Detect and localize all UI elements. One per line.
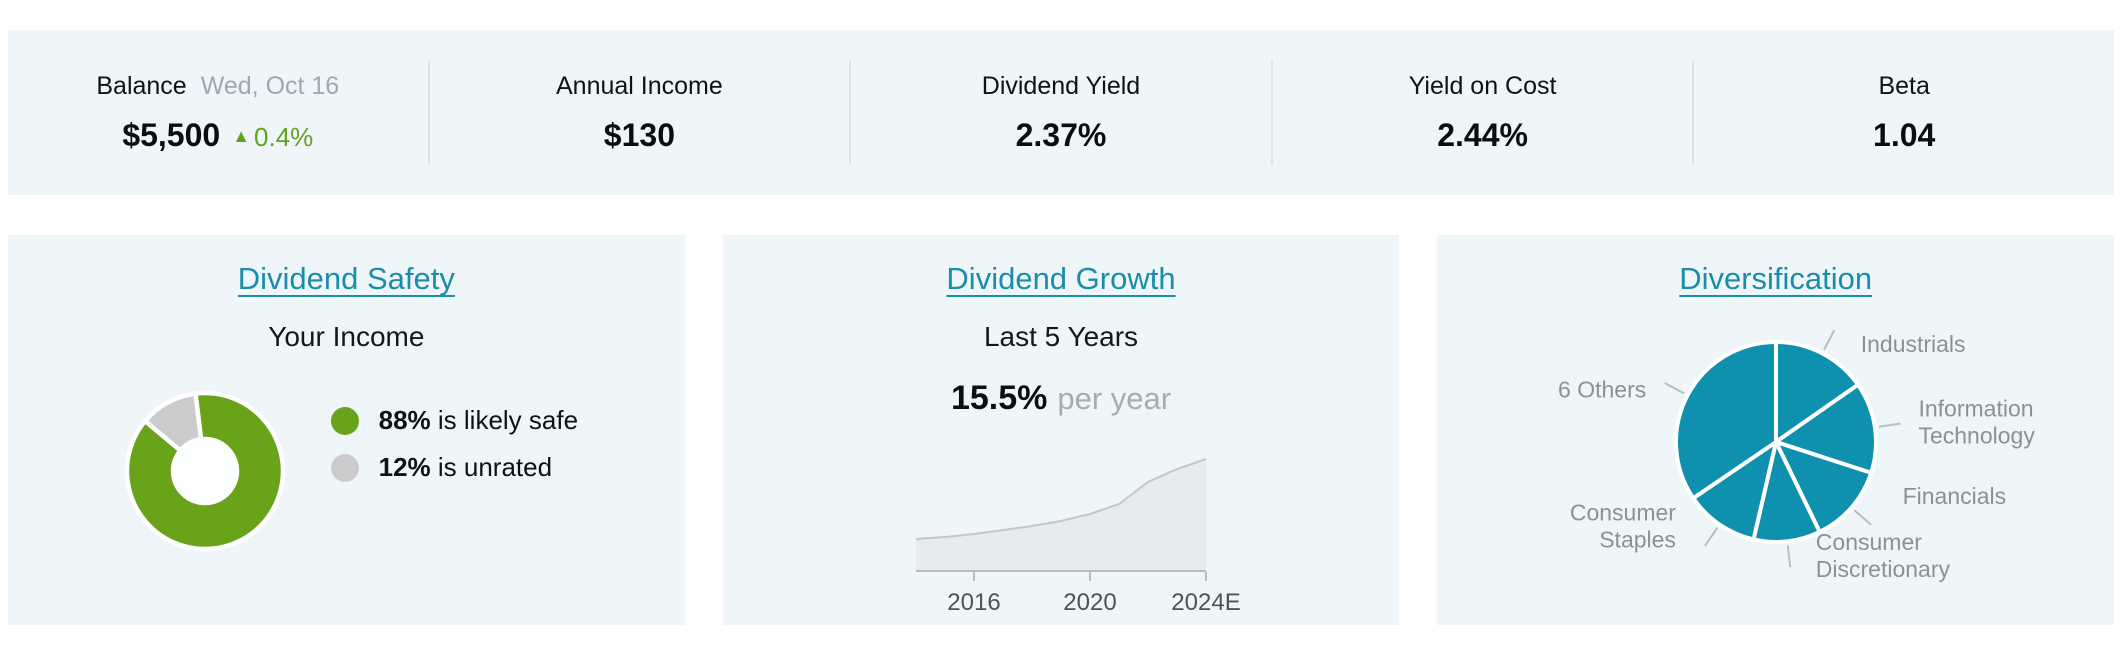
svg-text:2024E: 2024E bbox=[1171, 589, 1240, 616]
growth-rate-value: 15.5% bbox=[950, 379, 1048, 417]
diversification-card: Diversification Industrials Information Te… bbox=[1437, 235, 2115, 625]
cards-row: Dividend Safety Your Income 88% is likel… bbox=[8, 235, 2115, 625]
dividend-yield-value: 2.37% bbox=[1015, 116, 1107, 153]
safe-text: is likely safe bbox=[437, 405, 579, 435]
unrated-pct: 12% bbox=[378, 452, 431, 482]
legend-item-safe: 88% is likely safe bbox=[330, 405, 579, 436]
balance-change: 0.4% bbox=[254, 121, 314, 152]
safety-legend: 88% is likely safe 12% is unrated bbox=[330, 405, 579, 499]
dividend-safety-card: Dividend Safety Your Income 88% is likel… bbox=[8, 235, 685, 625]
balance-label: Balance bbox=[96, 71, 187, 100]
balance-value: $5,500 bbox=[122, 116, 221, 153]
stats-divider bbox=[427, 60, 430, 165]
stats-divider bbox=[849, 60, 852, 165]
dividend-growth-link[interactable]: Dividend Growth bbox=[946, 261, 1176, 296]
annual-income-label: Annual Income bbox=[556, 71, 723, 100]
income-safety-donut-chart bbox=[124, 390, 285, 552]
safe-legend-dot-icon bbox=[330, 406, 359, 435]
unrated-text: is unrated bbox=[437, 452, 553, 482]
beta-label: Beta bbox=[1878, 71, 1930, 100]
stat-dividend-yield: Dividend Yield 2.37% bbox=[851, 72, 1271, 154]
growth-rate-suffix: per year bbox=[1057, 381, 1172, 416]
svg-text:Industrials: Industrials bbox=[1860, 331, 1965, 357]
yield-on-cost-label: Yield on Cost bbox=[1408, 71, 1557, 100]
dividend-growth-card: Dividend Growth Last 5 Years 15.5% per ye… bbox=[722, 235, 1400, 625]
stats-bar: Balance Wed, Oct 16 $5,500 ▲ 0.4% Annual In… bbox=[8, 30, 2114, 195]
annual-income-value: $130 bbox=[603, 116, 675, 153]
dividend-safety-link[interactable]: Dividend Safety bbox=[237, 261, 455, 296]
diversification-link[interactable]: Diversification bbox=[1679, 261, 1873, 296]
safe-pct: 88% bbox=[378, 405, 431, 435]
dividend-growth-area-chart: 2016 2020 2024E bbox=[915, 458, 1241, 616]
svg-text:6 Others: 6 Others bbox=[1558, 376, 1646, 402]
growth-subtitle: Last 5 Years bbox=[983, 321, 1139, 352]
stats-divider bbox=[1692, 60, 1695, 165]
sector-diversification-pie-chart: Industrials Information Technology Financia… bbox=[1558, 329, 2035, 582]
portfolio-dashboard: Balance Wed, Oct 16 $5,500 ▲ 0.4% Annual In… bbox=[0, 30, 2122, 625]
dividend-yield-label: Dividend Yield bbox=[981, 71, 1141, 100]
stat-yield-on-cost: Yield on Cost 2.44% bbox=[1273, 72, 1693, 154]
safety-subtitle: Your Income bbox=[268, 321, 425, 352]
balance-date: Wed, Oct 16 bbox=[200, 71, 340, 100]
yield-on-cost-value: 2.44% bbox=[1437, 116, 1528, 153]
svg-text:2016: 2016 bbox=[947, 589, 1000, 616]
unrated-legend-dot-icon bbox=[330, 453, 359, 482]
stats-divider bbox=[1270, 60, 1273, 165]
svg-text:2020: 2020 bbox=[1063, 589, 1116, 616]
stat-beta: Beta 1.04 bbox=[1694, 72, 2114, 154]
legend-item-unrated: 12% is unrated bbox=[330, 452, 578, 483]
stat-annual-income: Annual Income $130 bbox=[430, 72, 850, 154]
svg-text:Financials: Financials bbox=[1902, 483, 2006, 509]
stat-balance: Balance Wed, Oct 16 $5,500 ▲ 0.4% bbox=[8, 72, 428, 154]
beta-value: 1.04 bbox=[1873, 116, 1936, 153]
up-triangle-icon: ▲ bbox=[232, 125, 251, 146]
